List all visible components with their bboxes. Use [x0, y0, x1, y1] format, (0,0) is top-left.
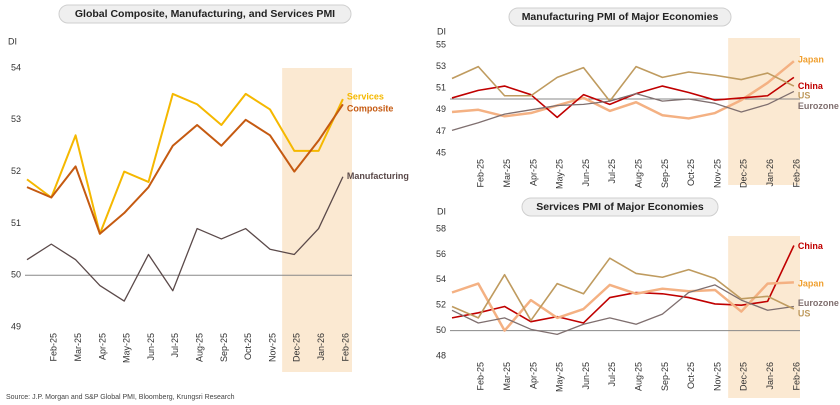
x-tick-label: Nov-25 [712, 362, 722, 391]
y-tick-label: 53 [11, 114, 21, 124]
x-tick-label: Sep-25 [660, 362, 670, 391]
x-tick-label: Jan-26 [765, 159, 775, 187]
y-tick-label: 56 [436, 249, 446, 259]
y-tick-label: 51 [11, 218, 21, 228]
title-box [521, 197, 719, 217]
y-tick-label: 54 [436, 274, 446, 284]
series-label: Manufacturing [347, 171, 409, 181]
y-tick-label: 58 [436, 223, 446, 233]
x-tick-label: Sep-25 [219, 333, 229, 362]
x-tick-label: Aug-25 [194, 333, 204, 362]
y-axis-label: DI [437, 26, 446, 36]
series-line [451, 284, 794, 336]
x-tick-label: Aug-25 [633, 159, 643, 188]
chart-title: Manufacturing PMI of Major Economies [522, 11, 719, 23]
title-box [58, 4, 352, 24]
title-box [508, 7, 732, 27]
y-tick-label: 55 [436, 39, 446, 49]
series-label: US [798, 90, 811, 100]
y-tick-label: 45 [436, 147, 446, 157]
x-tick-label: Nov-25 [267, 333, 277, 362]
x-tick-label: Sep-25 [660, 159, 670, 188]
x-tick-label: Oct-25 [686, 362, 696, 389]
y-axis-label: DI [8, 36, 17, 46]
source-note: Source: J.P. Morgan and S&P Global PMI, … [6, 394, 235, 401]
x-tick-label: Dec-25 [292, 333, 302, 362]
series-label: Services [347, 91, 384, 101]
series-label: China [798, 241, 824, 251]
y-tick-label: 49 [11, 321, 21, 331]
highlight-band [282, 68, 352, 372]
x-tick-label: Apr-25 [528, 362, 538, 389]
x-tick-label: Apr-25 [528, 159, 538, 186]
x-tick-label: Jul-25 [607, 362, 617, 387]
x-tick-label: Jul-25 [607, 159, 617, 184]
x-tick-label: Feb-25 [476, 362, 486, 391]
x-tick-label: Feb-25 [476, 159, 486, 188]
series-label: Eurozone [798, 101, 839, 111]
y-tick-label: 54 [11, 62, 21, 72]
x-tick-label: Aug-25 [633, 362, 643, 391]
y-tick-label: 49 [436, 104, 446, 114]
x-tick-label: Jan-26 [316, 333, 326, 361]
series-label: Composite [347, 104, 394, 114]
series-label: Japan [798, 55, 824, 65]
x-tick-label: Mar-25 [502, 362, 512, 391]
series-line [451, 76, 795, 119]
x-tick-label: Oct-25 [243, 333, 253, 360]
series-line [26, 92, 344, 235]
series-line [451, 90, 795, 131]
x-tick-label: May-25 [555, 159, 565, 189]
x-tick-label: Jan-26 [765, 362, 775, 390]
y-tick-label: 51 [436, 83, 446, 93]
x-tick-label: Feb-25 [49, 333, 59, 362]
y-axis-label: DI [437, 206, 446, 216]
x-tick-label: Jul-25 [170, 333, 180, 358]
y-tick-label: 52 [436, 300, 446, 310]
series-line [26, 176, 344, 302]
series-line [451, 245, 795, 324]
x-tick-label: Nov-25 [712, 159, 722, 188]
series-line [451, 257, 795, 322]
series-label: China [798, 81, 824, 91]
x-tick-label: May-25 [555, 362, 565, 392]
x-tick-label: Jun-25 [581, 159, 591, 187]
x-tick-label: Jun-25 [581, 362, 591, 390]
series-line [451, 65, 795, 102]
series-line [451, 281, 794, 332]
y-tick-label: 48 [436, 350, 446, 360]
x-tick-label: Apr-25 [97, 333, 107, 360]
y-tick-label: 47 [436, 126, 446, 136]
x-tick-label: Oct-25 [686, 159, 696, 186]
x-tick-label: May-25 [122, 333, 132, 363]
x-tick-label: Feb-26 [791, 362, 801, 391]
y-tick-label: 52 [11, 166, 21, 176]
chart-title: Services PMI of Major Economies [536, 201, 704, 213]
series-line [451, 60, 795, 120]
y-tick-label: 50 [11, 270, 21, 280]
highlight-band [728, 236, 800, 398]
series-line [26, 103, 344, 235]
chart-title: Global Composite, Manufacturing, and Ser… [75, 8, 335, 20]
x-tick-label: Mar-25 [502, 159, 512, 188]
series-label: US [798, 308, 811, 318]
series-label: Japan [798, 279, 824, 289]
y-tick-label: 53 [436, 61, 446, 71]
x-tick-label: Feb-26 [791, 159, 801, 188]
x-tick-label: Mar-25 [73, 333, 83, 362]
series-label: Eurozone [798, 298, 839, 308]
x-tick-label: Feb-26 [340, 333, 350, 362]
x-tick-label: Dec-25 [739, 159, 749, 188]
x-tick-label: Jun-25 [146, 333, 156, 361]
x-tick-label: Dec-25 [739, 362, 749, 391]
y-tick-label: 50 [436, 325, 446, 335]
